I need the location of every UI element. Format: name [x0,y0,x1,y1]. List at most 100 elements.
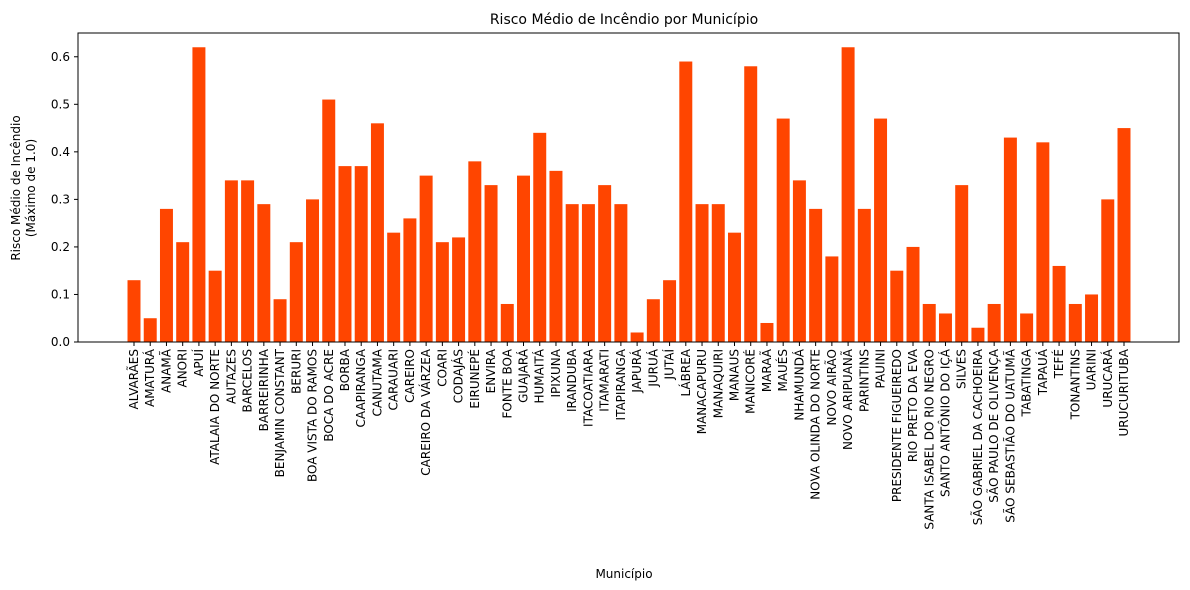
x-tick-label: TABATINGA [1020,348,1034,417]
x-tick-label: CANUTAMA [370,348,384,416]
x-tick-label: SÃO GABRIEL DA CACHOEIRA [970,348,985,525]
bar [938,313,952,342]
bar [825,256,839,342]
x-tick-label: APUÍ [191,349,206,377]
bar [598,185,612,342]
y-tick-label: 0.2 [51,240,70,254]
x-tick-label: SÃO PAULO DE OLIVENÇA [986,348,1001,503]
bar [955,185,969,342]
bar [387,232,401,342]
bar [890,270,904,342]
x-tick-label: MARAÃ [759,348,774,392]
bar [1085,294,1099,342]
bar [1101,199,1115,342]
x-tick-label: CAAPIRANGA [354,348,368,427]
bar [127,280,141,342]
bar [776,118,790,342]
bar [874,118,888,342]
x-tick-label: MANAUS [727,349,741,401]
bar [241,180,255,342]
x-tick-label: ITAMARATI [598,349,612,412]
x-tick-label: NOVA OLINDA DO NORTE [809,349,823,500]
bar [159,208,173,342]
bar [192,47,206,342]
x-tick-label: JAPURÁ [629,348,644,393]
bar [354,166,368,342]
x-tick-label: MAUÉS [775,349,790,392]
bar [289,242,303,342]
x-tick-label: BARREIRINHA [257,348,271,431]
y-axis: 0.0 0.1 0.2 0.3 0.4 0.5 0.6 [51,50,78,349]
x-tick-label: BOA VISTA DO RAMOS [306,349,320,482]
bar [1052,265,1066,342]
x-tick-label: NOVO AIRÃO [824,349,839,426]
bar [760,322,774,342]
bar [176,242,190,342]
x-tick-label: LÁBREA [678,348,693,396]
bar [987,303,1001,342]
bar [419,175,433,342]
x-tick-label: TEFÉ [1051,349,1066,379]
bar [857,208,871,342]
bar [841,47,855,342]
bar [792,180,806,342]
x-tick-label: SANTA ISABEL DO RIO NEGRO [922,349,936,530]
x-tick-label: CAREIRO DA VÁRZEA [418,348,433,475]
bar [728,232,741,342]
bar [370,123,384,342]
chart-title: Risco Médio de Incêndio por Município [490,12,758,28]
x-tick-label: IRANDUBA [565,348,579,412]
x-tick-label: ITAPIRANGA [614,348,628,420]
y-tick-label: 0.0 [51,335,70,349]
x-tick-label: CARAUARI [387,349,401,411]
x-tick-label: UARINI [1085,349,1099,390]
x-tick-label: BARCELOS [241,349,255,412]
y-tick-label: 0.6 [51,50,70,64]
bar [143,318,157,342]
x-tick-label: JURUÁ [645,348,660,387]
bar [517,175,530,342]
x-tick-label: HUMAITÁ [532,348,547,403]
x-tick-label: BOCA DO ACRE [322,349,336,442]
bar [257,204,271,342]
x-tick-label: CODAJÁS [451,349,466,403]
bar [484,185,498,342]
bar [646,299,660,342]
bar [338,166,352,342]
bar [809,208,823,342]
x-axis: ALVARÃES AMATURÁ ANAMÃ ANORI APUÍ ATALAIA DO … [126,342,1131,530]
x-tick-label: TONANTINS [1068,349,1082,420]
plot-frame [77,32,1180,343]
x-tick-label: JUTAÍ [662,349,677,381]
bar [1117,128,1131,342]
x-tick-label: COARI [435,349,449,387]
x-tick-label: NOVO ARIPUANÃ [840,348,855,450]
x-tick-label: GUAJARÁ [516,348,531,403]
bar [906,246,920,342]
bar [1068,303,1082,342]
y-axis-label-line2: (Máximo de 1.0) [24,139,38,237]
x-tick-label: ANORI [176,349,190,388]
bar [1036,142,1050,342]
bar [500,303,514,342]
bar [468,161,482,342]
bar [208,270,222,342]
x-tick-label: PRESIDENTE FIGUEIREDO [890,349,904,502]
y-tick-label: 0.4 [51,145,70,159]
y-axis-label: Risco Médio de Incêndio [9,115,23,260]
bar [565,204,579,342]
x-tick-label: CAREIRO [403,349,417,403]
x-tick-label: AUTAZES [224,349,238,404]
bar [452,237,466,342]
x-tick-label: ATALAIA DO NORTE [208,349,222,465]
bar [1003,137,1017,342]
bar [581,204,595,342]
x-tick-label: FONTE BOA [500,348,514,418]
x-tick-label: EIRUNEPÉ [467,349,482,409]
bar [614,204,628,342]
x-tick-label: SANTO ANTÔNIO DO IÇÁ [937,348,952,497]
bar [322,99,336,342]
y-tick-label: 0.1 [51,287,70,301]
bar [711,204,725,342]
